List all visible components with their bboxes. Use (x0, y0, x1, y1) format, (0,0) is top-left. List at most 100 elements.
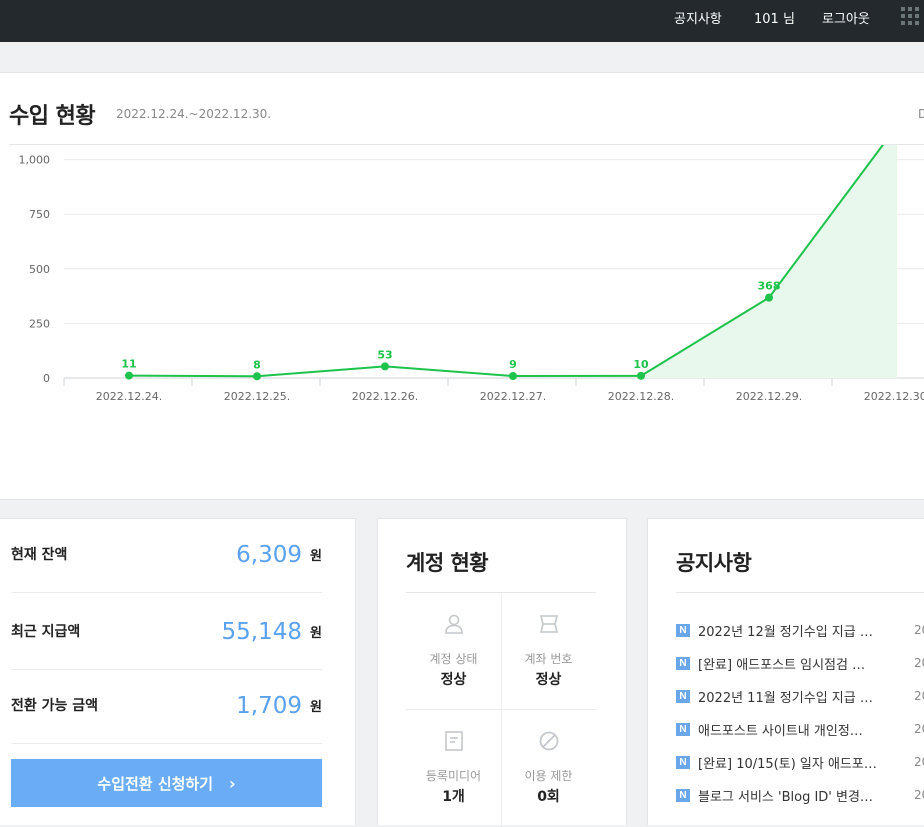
data-point (125, 371, 133, 380)
request-conversion-button[interactable]: 수입전환 신청하기 › (11, 759, 322, 807)
document-icon (445, 731, 463, 751)
current-balance-row: 현재 잔액 6,309 원 (11, 519, 322, 593)
data-label: 11 (121, 358, 136, 371)
notice-item-title[interactable]: [완료] 애드포스트 임시점검 … (698, 658, 866, 673)
user-icon (445, 614, 463, 634)
new-badge: N (676, 723, 690, 736)
revenue-chart: 02505007501,0001,2502022.12.24.2022.12.2… (19, 145, 924, 403)
request-conversion-label: 수입전환 신청하기 (97, 774, 214, 793)
current-balance-unit: 원 (310, 549, 322, 564)
notice-item-date: 20 (914, 755, 924, 769)
grid-divider (501, 593, 502, 827)
data-label: 9 (509, 358, 517, 371)
convertible-amount-row: 전환 가능 금액 1,709 원 (11, 670, 322, 744)
y-tick-label: 1,000 (19, 154, 51, 167)
data-point (765, 293, 773, 302)
current-balance-value: 6,309 (236, 542, 302, 568)
balance-card: 현재 잔액 6,309 원 최근 지급액 55,148 원 전환 가능 금액 1… (0, 518, 356, 825)
data-point (637, 371, 645, 380)
notice-item-date: 20 (914, 689, 924, 703)
notice-item-date: 20 (914, 788, 924, 802)
notice-item-title[interactable]: 블로그 서비스 'Blog ID' 변경… (698, 790, 873, 805)
new-badge: N (676, 624, 690, 637)
nav-logout-link[interactable]: 로그아웃 (822, 12, 870, 27)
chevron-right-icon: › (229, 773, 236, 793)
notice-title: 공지사항 (676, 551, 752, 575)
account-state-cell: 계정 상태 정상 (406, 593, 501, 709)
convertible-amount-label: 전환 가능 금액 (11, 698, 99, 714)
account-state-label: 계정 상태 (429, 652, 478, 666)
y-tick-label: 750 (29, 208, 50, 221)
x-tick-label: 2022.12.30. (864, 390, 924, 403)
data-point (253, 372, 261, 381)
new-badge: N (676, 690, 690, 703)
recent-payment-unit: 원 (310, 626, 322, 641)
notice-item-title[interactable]: 2022년 12월 정기수입 지급 … (698, 625, 873, 640)
nav-user-name[interactable]: 101 님 (754, 12, 795, 27)
x-tick-label: 2022.12.24. (96, 390, 162, 403)
notice-divider (676, 592, 924, 593)
top-navigation-bar: 공지사항 101 님 로그아웃 (0, 0, 924, 42)
data-label: 368 (758, 280, 781, 293)
registered-media-label: 등록미디어 (425, 769, 482, 783)
x-tick-label: 2022.12.26. (352, 390, 418, 403)
y-tick-label: 0 (43, 372, 50, 385)
data-point (381, 362, 389, 371)
notice-item-title[interactable]: 애드포스트 사이트내 개인정… (698, 724, 863, 739)
revenue-chart-card: 수입 현황 2022.12.24.~2022.12.30. D 0 250 500 7… (0, 72, 924, 500)
data-label: 8 (253, 358, 261, 371)
notice-item[interactable]: N 2022년 11월 정기수입 지급 … 20 (676, 686, 924, 706)
new-badge: N (676, 657, 690, 670)
x-tick-label: 2022.12.27. (480, 390, 546, 403)
notice-item-date: 20 (914, 656, 924, 670)
x-tick-label: 2022.12.28. (608, 390, 674, 403)
recent-payment-value: 55,148 (221, 619, 302, 645)
usage-restriction-value: 0회 (537, 789, 560, 805)
data-point (509, 372, 517, 381)
notice-item[interactable]: N 애드포스트 사이트내 개인정… 20 (676, 719, 924, 739)
bank-account-value: 정상 (535, 672, 562, 688)
recent-payment-label: 최근 지급액 (11, 624, 81, 640)
notice-item[interactable]: N [완료] 애드포스트 임시점검 … 20 (676, 653, 924, 673)
notice-card: 공지사항 N 2022년 12월 정기수입 지급 … 20 N [완료] 애드포… (647, 518, 924, 825)
data-label: 10 (633, 358, 649, 371)
apps-grid-icon[interactable] (901, 7, 921, 27)
usage-restriction-cell: 이용 제한 0회 (501, 710, 596, 826)
new-badge: N (676, 789, 690, 802)
current-balance-label: 현재 잔액 (11, 547, 68, 563)
card-icon (539, 615, 559, 633)
recent-payment-row: 최근 지급액 55,148 원 (11, 596, 322, 670)
notice-item-title[interactable]: [완료] 10/15(토) 일자 애드포… (698, 757, 877, 772)
restricted-icon (539, 731, 559, 751)
bank-account-cell: 계좌 번호 정상 (501, 593, 596, 709)
notice-item-date: 20 (914, 722, 924, 736)
data-label: 53 (377, 348, 392, 361)
account-status-grid: 계정 상태 정상 계좌 번호 정상 등록미디어 1개 (406, 592, 596, 827)
notice-item[interactable]: N 블로그 서비스 'Blog ID' 변경… 20 (676, 785, 924, 805)
convertible-amount-value: 1,709 (236, 693, 302, 719)
x-tick-label: 2022.12.29. (736, 390, 802, 403)
notice-item[interactable]: N [완료] 10/15(토) 일자 애드포… 20 (676, 752, 924, 772)
bank-account-label: 계좌 번호 (524, 652, 573, 666)
account-state-value: 정상 (440, 672, 467, 688)
registered-media-value: 1개 (442, 789, 465, 805)
nav-notice-link[interactable]: 공지사항 (674, 12, 722, 27)
notice-item-title[interactable]: 2022년 11월 정기수입 지급 … (698, 691, 873, 706)
new-badge: N (676, 756, 690, 769)
registered-media-cell: 등록미디어 1개 (406, 710, 501, 826)
account-status-title: 계정 현황 (406, 551, 489, 575)
notice-item-date: 20 (914, 623, 924, 637)
y-tick-label: 500 (29, 263, 50, 276)
area-fill (769, 145, 897, 378)
grid-divider (406, 709, 596, 710)
x-tick-label: 2022.12.25. (224, 390, 290, 403)
notice-item[interactable]: N 2022년 12월 정기수입 지급 … 20 (676, 620, 924, 640)
y-tick-label: 250 (29, 317, 50, 330)
convertible-amount-unit: 원 (310, 700, 322, 715)
usage-restriction-label: 이용 제한 (524, 769, 573, 783)
chart-date-range: 2022.12.24.~2022.12.30. (116, 107, 272, 121)
chart-period-selector[interactable]: D (918, 107, 924, 121)
chart-title: 수입 현황 (9, 104, 96, 129)
chart-divider (9, 144, 924, 145)
account-status-card: 계정 현황 계정 상태 정상 계좌 번호 정상 (377, 518, 627, 827)
